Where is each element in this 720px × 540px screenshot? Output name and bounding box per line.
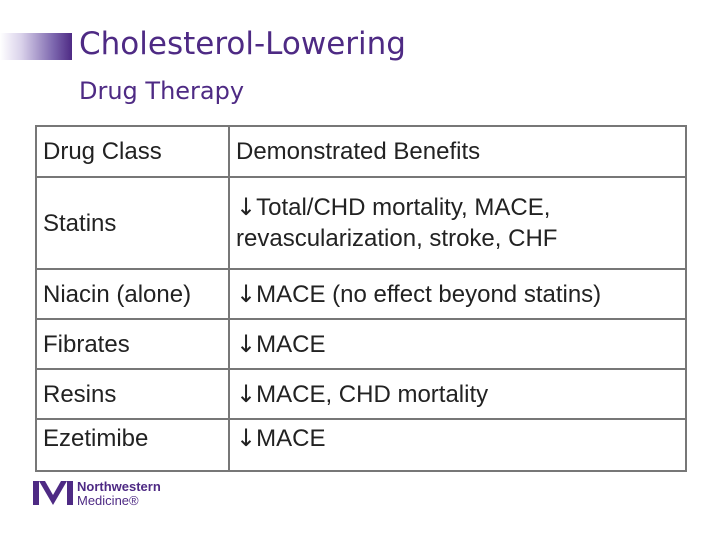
down-arrow-icon: ↓ xyxy=(236,379,257,408)
table-row: Resins ↓MACE, CHD mortality xyxy=(35,368,687,420)
benefit-text-line2: revascularization, stroke, CHF xyxy=(236,225,558,252)
drug-class-cell: Fibrates xyxy=(35,318,230,370)
drug-benefits-table: Drug Class Demonstrated Benefits Statins… xyxy=(35,125,687,472)
benefit-text: MACE xyxy=(256,330,326,358)
logo-text-northwestern: Northwestern xyxy=(77,479,161,494)
benefit-cell: ↓MACE (no effect beyond statins) xyxy=(228,268,687,320)
logo-text-medicine: Medicine® xyxy=(77,493,139,508)
northwestern-medicine-logo-icon xyxy=(33,481,73,505)
slide-title: Cholesterol-Lowering xyxy=(79,26,406,62)
benefit-text: MACE, CHD mortality xyxy=(256,380,489,408)
benefit-cell: ↓MACE xyxy=(228,318,687,370)
benefit-cell: ↓Total/CHD mortality, MACE, revasculariza… xyxy=(228,176,687,270)
table-row: Statins ↓Total/CHD mortality, MACE, revas… xyxy=(35,176,687,270)
benefit-text: MACE xyxy=(256,425,326,452)
table-row: Fibrates ↓MACE xyxy=(35,318,687,370)
down-arrow-icon: ↓ xyxy=(236,279,257,308)
benefit-cell: ↓MACE, CHD mortality xyxy=(228,368,687,420)
down-arrow-icon: ↓ xyxy=(236,193,257,221)
drug-class-cell: Niacin (alone) xyxy=(35,268,230,320)
drug-class-cell: Statins xyxy=(35,176,230,270)
table-header-row: Drug Class Demonstrated Benefits xyxy=(35,125,687,178)
benefit-text: MACE (no effect beyond statins) xyxy=(256,280,602,308)
down-arrow-icon: ↓ xyxy=(236,424,257,452)
down-arrow-icon: ↓ xyxy=(236,329,257,358)
benefit-cell: ↓MACE xyxy=(228,418,687,472)
table-row: Ezetimibe ↓MACE xyxy=(35,418,687,472)
slide-subtitle: Drug Therapy xyxy=(79,77,245,105)
table-row: Niacin (alone) ↓MACE (no effect beyond s… xyxy=(35,268,687,320)
drug-class-cell: Resins xyxy=(35,368,230,420)
title-accent-bar xyxy=(0,33,72,60)
drug-class-cell: Ezetimibe xyxy=(35,418,230,472)
header-demonstrated-benefits: Demonstrated Benefits xyxy=(228,125,687,178)
benefit-text-line1: Total/CHD mortality, MACE, xyxy=(256,194,551,221)
header-drug-class: Drug Class xyxy=(35,125,230,178)
